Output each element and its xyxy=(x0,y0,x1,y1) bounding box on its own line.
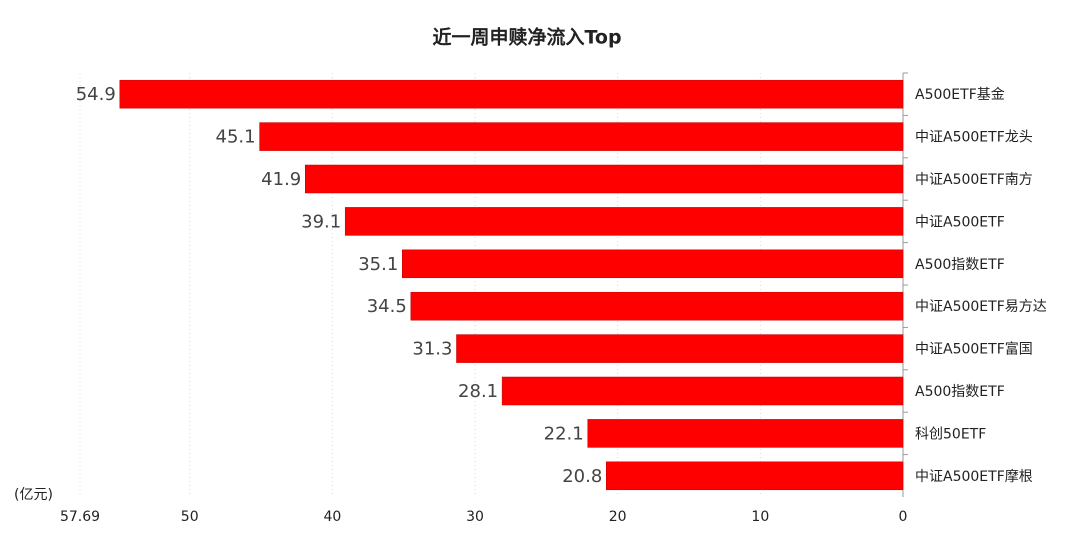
x-tick-label: 10 xyxy=(751,509,769,525)
y-tick-label: 中证A500ETF龙头 xyxy=(915,130,1033,146)
value-label: 45.1 xyxy=(216,127,256,148)
x-tick-label: 50 xyxy=(181,509,199,525)
value-label: 28.1 xyxy=(458,381,498,402)
bar xyxy=(606,461,904,491)
bar xyxy=(501,376,904,406)
x-tick-label: 57.69 xyxy=(60,509,100,525)
bar xyxy=(456,334,904,363)
x-tick-label: 0 xyxy=(899,509,908,525)
x-tick-label: 40 xyxy=(323,509,341,525)
y-tick-label: 中证A500ETF南方 xyxy=(915,172,1033,188)
bar xyxy=(402,249,904,279)
bar xyxy=(344,207,904,236)
bar xyxy=(259,122,904,151)
x-tick-label: 20 xyxy=(609,509,627,525)
y-tick-label: 科创50ETF xyxy=(915,426,986,442)
y-tick-label: 中证A500ETF富国 xyxy=(915,341,1033,358)
unit-label: (亿元) xyxy=(14,487,53,503)
value-label: 54.9 xyxy=(76,84,116,105)
value-label: 34.5 xyxy=(367,296,407,317)
value-label: 22.1 xyxy=(544,423,584,444)
bar xyxy=(305,164,904,194)
value-label: 35.1 xyxy=(358,254,398,275)
y-tick-label: 中证A500ETF易方达 xyxy=(915,299,1047,315)
value-label: 41.9 xyxy=(261,169,301,190)
y-tick-label: A500ETF基金 xyxy=(915,86,1005,103)
value-label: 31.3 xyxy=(412,339,452,360)
bar xyxy=(119,79,904,109)
y-tick-label: 中证A500ETF摩根 xyxy=(915,468,1033,485)
bar xyxy=(410,291,904,321)
y-tick-label: A500指数ETF xyxy=(915,257,1005,273)
bar xyxy=(587,419,904,448)
value-label: 20.8 xyxy=(562,466,602,487)
y-tick-label: 中证A500ETF xyxy=(915,214,1005,230)
x-tick-label: 30 xyxy=(466,509,484,525)
chart-title: 近一周申赎净流入Top xyxy=(432,26,621,49)
value-label: 39.1 xyxy=(301,211,341,232)
y-tick-label: A500指数ETF xyxy=(915,384,1005,400)
